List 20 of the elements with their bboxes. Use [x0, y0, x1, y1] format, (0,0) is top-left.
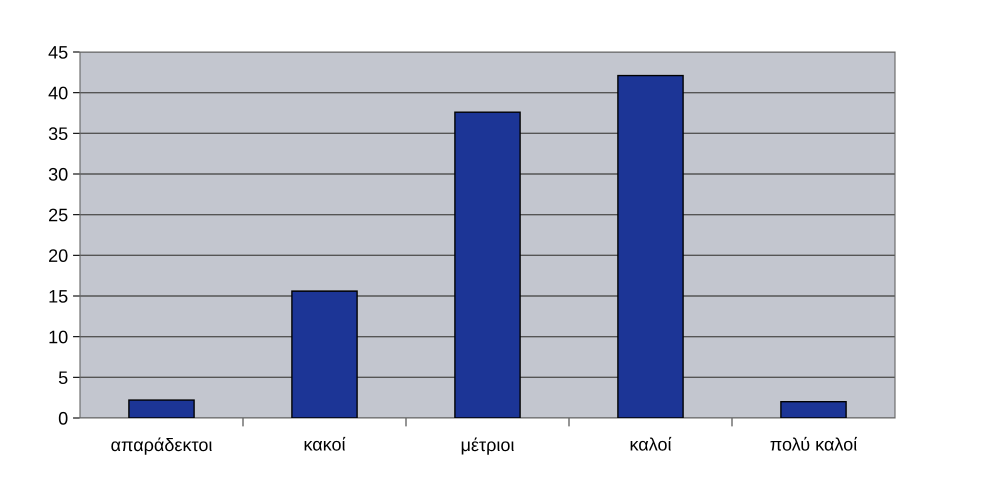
y-tick-label: 20 — [49, 249, 68, 262]
y-tick-label: 15 — [49, 290, 68, 303]
y-tick-label: 25 — [49, 208, 68, 222]
y-tick-label: 35 — [48, 127, 68, 140]
y-tick-label: 40 — [48, 86, 68, 100]
y-tick-label: 45 — [48, 46, 68, 59]
x-tick-label: μέτριοι — [462, 437, 514, 455]
x-tick-label: κακοί — [304, 436, 346, 451]
bar — [454, 111, 521, 418]
y-tick-label: 5 — [58, 371, 68, 384]
x-tick-label: πολύ καλοί — [770, 436, 858, 451]
bar — [617, 74, 684, 418]
y-tick-label: 0 — [58, 412, 68, 425]
x-tick-label: καλοί — [630, 436, 672, 451]
bar — [780, 401, 847, 418]
y-tick-label: 30 — [48, 168, 68, 181]
y-tick-label: 10 — [49, 330, 68, 344]
bar — [128, 399, 195, 418]
x-tick-label: απαράδεκτοι — [111, 437, 212, 455]
bar — [291, 290, 358, 418]
